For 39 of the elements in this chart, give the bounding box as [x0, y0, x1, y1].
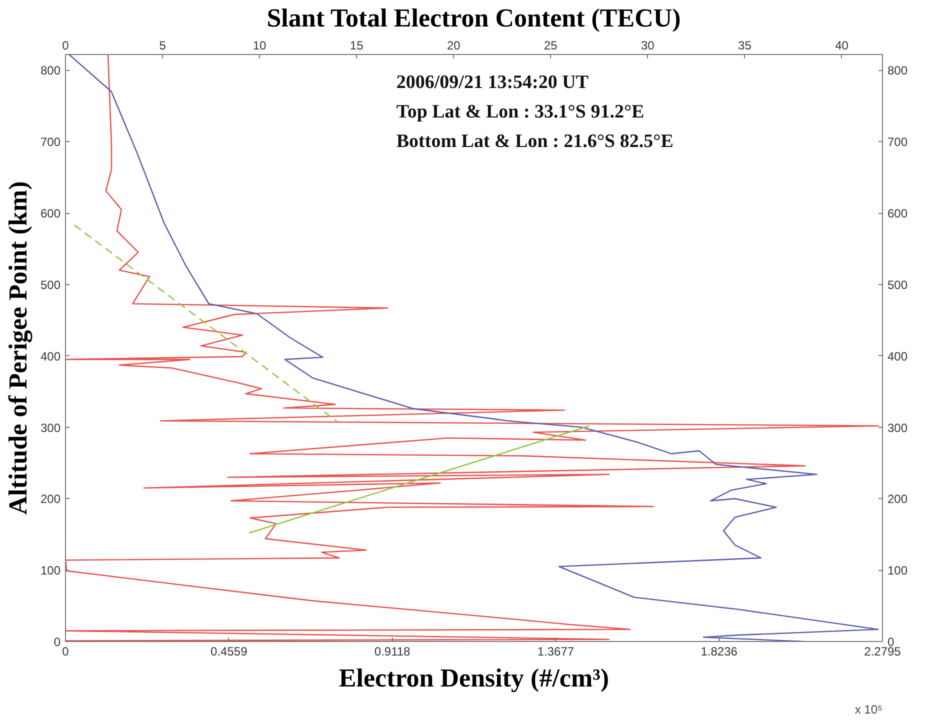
x2-tick-label: 5	[159, 38, 166, 52]
y-tick-label: 700	[40, 135, 61, 150]
y-axis-title: Altitude of Perigee Point (km)	[3, 181, 32, 515]
y-tick-label: 400	[40, 349, 61, 364]
x-axis-title: Electron Density (#/cm³)	[338, 664, 610, 692]
x2-tick-label: 40	[835, 38, 849, 52]
x2-tick-label: 10	[252, 38, 267, 52]
x-tick-label: 2.2795	[864, 644, 902, 658]
x2-tick-label: 15	[350, 38, 364, 52]
x-tick-label: 0.4559	[210, 644, 248, 658]
y-tick-label: 300	[40, 420, 61, 435]
x2-tick-label: 30	[641, 38, 655, 52]
x2-tick-label: 25	[544, 38, 558, 52]
x-tick-label: 1.3677	[537, 644, 574, 658]
y-tick-label: 600	[40, 206, 61, 221]
y-tick-label: 800	[40, 64, 61, 78]
y-tick-label: 500	[40, 278, 61, 292]
y2-tick-label: 500	[888, 278, 908, 292]
y2-tick-label: 700	[888, 135, 908, 150]
y-tick-label: 0	[54, 635, 61, 649]
x2-tick-label: 20	[446, 38, 461, 52]
y2-tick-label: 200	[888, 492, 908, 506]
y2-tick-label: 600	[888, 206, 908, 221]
y2-tick-label: 800	[888, 64, 908, 78]
annotation: 2006/09/21 13:54:20 UT	[396, 72, 589, 94]
x-tick-label: 0	[62, 644, 70, 658]
annotation: Top Lat & Lon : 33.1°S 91.2°E	[396, 101, 644, 122]
y2-tick-label: 400	[888, 349, 908, 364]
x-tick-label: 0.9118	[374, 644, 411, 658]
y2-tick-label: 300	[888, 420, 908, 435]
y2-tick-label: 100	[888, 564, 908, 578]
x2-tick-label: 0	[62, 38, 70, 52]
y-tick-label: 100	[40, 564, 61, 578]
x2-axis-title: Slant Total Electron Content (TECU)	[266, 4, 681, 32]
text: x 10⁵	[854, 702, 883, 716]
y-tick-label: 200	[40, 492, 61, 506]
x2-tick-label: 35	[738, 38, 752, 52]
annotation: Bottom Lat & Lon : 21.6°S 82.5°E	[396, 130, 674, 152]
x-tick-label: 1.8236	[700, 644, 738, 658]
